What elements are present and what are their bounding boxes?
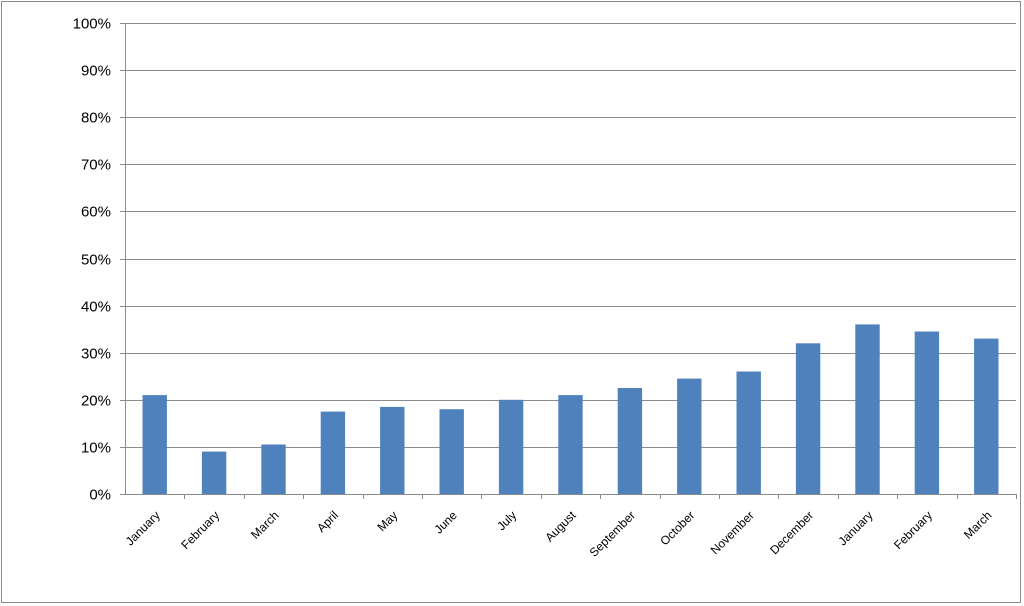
x-tick-label: October bbox=[657, 508, 697, 548]
bar bbox=[142, 395, 167, 494]
bar bbox=[498, 399, 524, 494]
y-tick-label: 70% bbox=[81, 157, 111, 174]
bar bbox=[974, 338, 999, 494]
y-tick-label: 40% bbox=[81, 299, 111, 316]
x-tick-label: March bbox=[248, 508, 281, 541]
x-tick-label: April bbox=[314, 508, 341, 535]
bar bbox=[617, 388, 643, 494]
gridlines bbox=[125, 23, 1016, 448]
y-tick-label: 100% bbox=[73, 16, 111, 33]
x-tick-labels: January February March April May June July Augu… bbox=[123, 508, 995, 560]
bar bbox=[736, 371, 761, 494]
y-tick-label: 10% bbox=[81, 440, 111, 457]
y-tick-label: 80% bbox=[81, 110, 111, 127]
x-tick-label: September bbox=[587, 508, 638, 559]
bar bbox=[677, 378, 702, 494]
bar bbox=[380, 406, 405, 494]
bar bbox=[439, 409, 464, 494]
bar bbox=[558, 395, 583, 494]
x-tick-label: February bbox=[891, 508, 935, 552]
bars bbox=[142, 324, 999, 494]
x-tick-label: February bbox=[178, 508, 222, 552]
y-tick-label: 30% bbox=[81, 346, 111, 363]
y-tick-label: 90% bbox=[81, 63, 111, 80]
bar bbox=[855, 324, 880, 494]
x-tick-label: January bbox=[836, 508, 876, 548]
bar bbox=[320, 411, 346, 494]
axes bbox=[120, 23, 1017, 499]
y-tick-label: 60% bbox=[81, 204, 111, 221]
x-tick-label: January bbox=[123, 508, 163, 548]
y-tick-labels: 0% 10% 20% 30% 40% 50% 60% 70% 80% 90% 100% bbox=[73, 16, 111, 504]
y-tick-label: 20% bbox=[81, 393, 111, 410]
bar bbox=[261, 444, 286, 494]
x-tick-label: May bbox=[374, 508, 400, 534]
x-tick-label: June bbox=[432, 508, 461, 537]
x-tick-label: July bbox=[494, 508, 519, 533]
x-tick-label: December bbox=[767, 508, 816, 557]
x-tick-label: November bbox=[708, 508, 757, 557]
x-tick-label: March bbox=[961, 508, 994, 541]
y-tick-label: 0% bbox=[89, 487, 111, 504]
bar bbox=[795, 343, 821, 494]
y-tick-label: 50% bbox=[81, 252, 111, 269]
x-tick-label: August bbox=[542, 508, 579, 545]
bar bbox=[914, 331, 940, 494]
bar bbox=[201, 451, 227, 494]
